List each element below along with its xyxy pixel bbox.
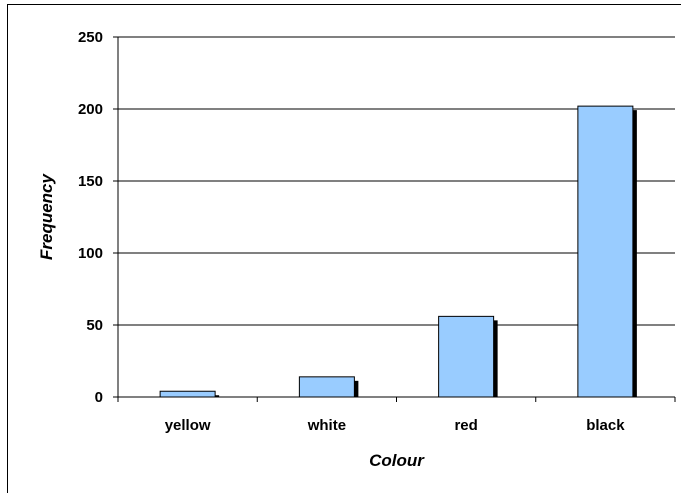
y-tick-labels: 0 50 100 150 200 250 <box>78 29 103 406</box>
y-axis-title: Frequency <box>37 172 56 260</box>
y-tick-label: 150 <box>78 173 103 190</box>
y-tick-label: 200 <box>78 101 103 118</box>
bar-red <box>438 315 495 398</box>
x-tick-label: yellow <box>165 417 211 434</box>
x-axis-title: Colour <box>369 451 425 470</box>
y-tick-label: 100 <box>78 245 103 262</box>
bar-white <box>298 376 355 398</box>
x-tick-label: black <box>586 417 625 434</box>
chart-frame <box>7 4 681 493</box>
bars <box>159 105 637 398</box>
y-tick-label: 250 <box>78 29 103 46</box>
x-tick-label: red <box>454 417 477 434</box>
axes <box>113 36 676 402</box>
bar-black <box>577 105 634 398</box>
x-tick-label: white <box>307 417 346 434</box>
x-tick-labels: yellow white red black <box>165 417 626 434</box>
y-tick-label: 0 <box>95 389 103 406</box>
bar-yellow <box>159 390 216 398</box>
y-tick-label: 50 <box>86 317 103 334</box>
